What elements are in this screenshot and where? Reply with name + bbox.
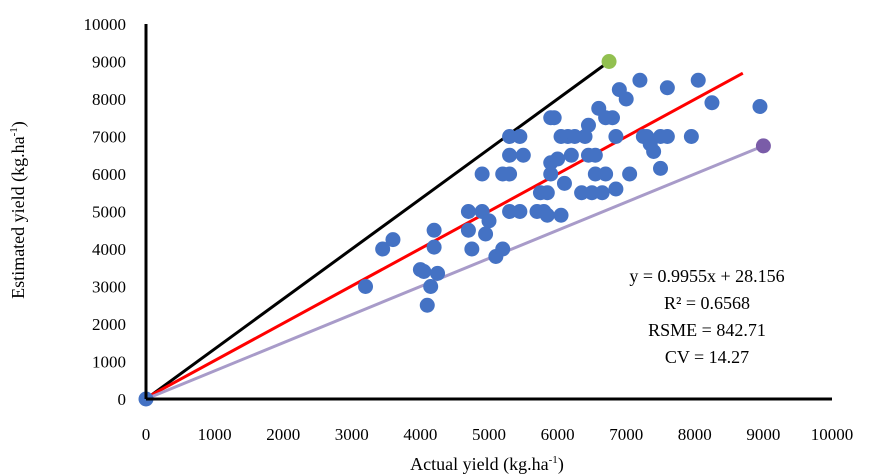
x-tick-label: 7000 <box>609 425 643 444</box>
data-point <box>690 72 706 88</box>
data-point <box>426 239 442 255</box>
stats-annotation: y = 0.9955x + 28.156 R² = 0.6568 RSME = … <box>629 266 784 367</box>
lower-reference-line <box>145 144 764 401</box>
y-tick-label: 6000 <box>92 165 126 184</box>
y-tick-label: 10000 <box>84 15 127 34</box>
data-point <box>653 160 668 176</box>
data-point <box>604 110 620 126</box>
data-point <box>584 185 600 201</box>
data-point <box>375 241 391 257</box>
y-tick-label: 4000 <box>92 240 126 259</box>
data-point <box>502 129 518 144</box>
data-point <box>464 241 480 257</box>
x-tick-label: 2000 <box>266 425 300 444</box>
data-point <box>587 147 603 163</box>
line-endpoint-purple <box>755 138 771 154</box>
data-point <box>659 129 675 144</box>
data-point <box>683 129 699 144</box>
data-point <box>752 99 768 114</box>
data-point <box>550 151 566 167</box>
one-to-one-line <box>145 60 610 401</box>
y-tick-label: 0 <box>118 390 127 409</box>
data-point <box>495 241 511 257</box>
rsme-label: RSME = 842.71 <box>648 320 766 340</box>
x-axis-title: Actual yield (kg.ha-1) <box>410 454 564 475</box>
data-point <box>512 129 528 144</box>
data-point <box>580 117 596 133</box>
data-point <box>587 166 603 182</box>
data-point <box>543 166 559 182</box>
data-point <box>704 95 720 111</box>
data-point <box>481 213 497 229</box>
x-tick-label: 1000 <box>198 425 232 444</box>
data-point <box>358 279 374 294</box>
data-point <box>512 204 528 219</box>
line-endpoint-green <box>601 54 617 69</box>
y-tick-label: 2000 <box>92 315 126 334</box>
data-point <box>574 185 590 201</box>
data-point <box>502 204 518 219</box>
data-point <box>460 204 476 219</box>
axes: 0 1000 2000 3000 4000 5000 6000 7000 8000 9000 100… <box>84 15 854 444</box>
y-tick-label: 8000 <box>92 90 126 109</box>
data-point <box>423 279 439 294</box>
data-point <box>618 91 634 107</box>
y-tick-label: 9000 <box>92 53 126 72</box>
data-point <box>460 222 476 238</box>
data-point <box>546 110 562 126</box>
data-point <box>502 147 518 163</box>
data-point <box>567 129 583 144</box>
y-tick-label: 5000 <box>92 203 126 222</box>
data-point <box>385 232 401 248</box>
y-tick-label: 7000 <box>92 128 126 147</box>
data-point <box>416 264 432 279</box>
y-tick-label: 1000 <box>92 353 126 372</box>
data-point <box>598 166 614 182</box>
data-point <box>622 166 638 182</box>
x-tick-label: 10000 <box>811 425 854 444</box>
x-tick-label: 9000 <box>746 425 780 444</box>
data-point <box>608 129 624 144</box>
data-point <box>539 185 555 201</box>
data-point <box>419 297 435 313</box>
data-point <box>539 207 555 223</box>
data-point <box>478 226 494 242</box>
data-point <box>646 144 662 159</box>
data-point <box>632 72 648 88</box>
equation-label: y = 0.9955x + 28.156 <box>629 266 784 286</box>
data-point <box>594 185 610 201</box>
y-axis-title: Estimated yield (kg.ha-1) <box>8 121 29 299</box>
data-point <box>426 222 442 238</box>
x-tick-label: 0 <box>142 425 151 444</box>
x-tick-label: 3000 <box>335 425 369 444</box>
data-point <box>502 166 518 182</box>
cv-label: CV = 14.27 <box>665 347 749 367</box>
regression-line <box>145 71 744 400</box>
data-point <box>430 265 446 281</box>
data-point <box>515 147 531 163</box>
data-point <box>659 80 675 96</box>
data-point <box>608 181 624 197</box>
x-tick-label: 6000 <box>541 425 575 444</box>
y-tick-label: 3000 <box>92 278 126 297</box>
r-squared-label: R² = 0.6568 <box>664 293 750 313</box>
x-tick-label: 4000 <box>403 425 437 444</box>
data-point <box>474 166 490 182</box>
data-point <box>577 129 593 144</box>
data-point <box>563 147 579 163</box>
data-point <box>556 175 572 191</box>
x-tick-label: 8000 <box>678 425 712 444</box>
data-point <box>553 207 569 223</box>
x-tick-label: 5000 <box>472 425 506 444</box>
plot-area <box>138 54 771 407</box>
